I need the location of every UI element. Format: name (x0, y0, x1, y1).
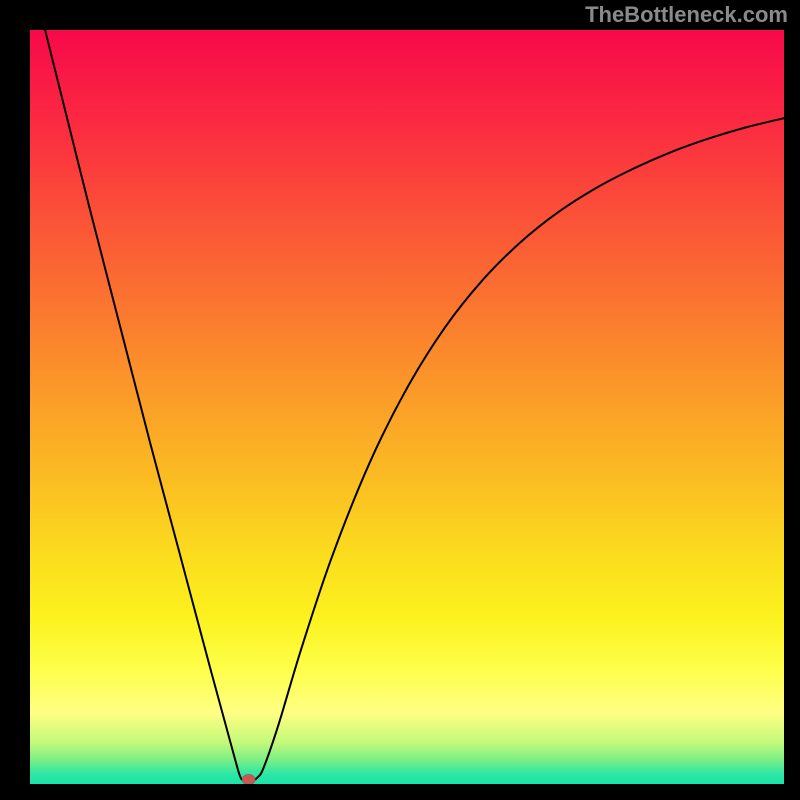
curve-layer (30, 30, 784, 784)
chart-container: TheBottleneck.com (0, 0, 800, 800)
optimal-point-marker (242, 774, 255, 784)
bottleneck-curve (45, 30, 784, 781)
plot-area (30, 30, 784, 784)
watermark-text: TheBottleneck.com (585, 2, 788, 28)
